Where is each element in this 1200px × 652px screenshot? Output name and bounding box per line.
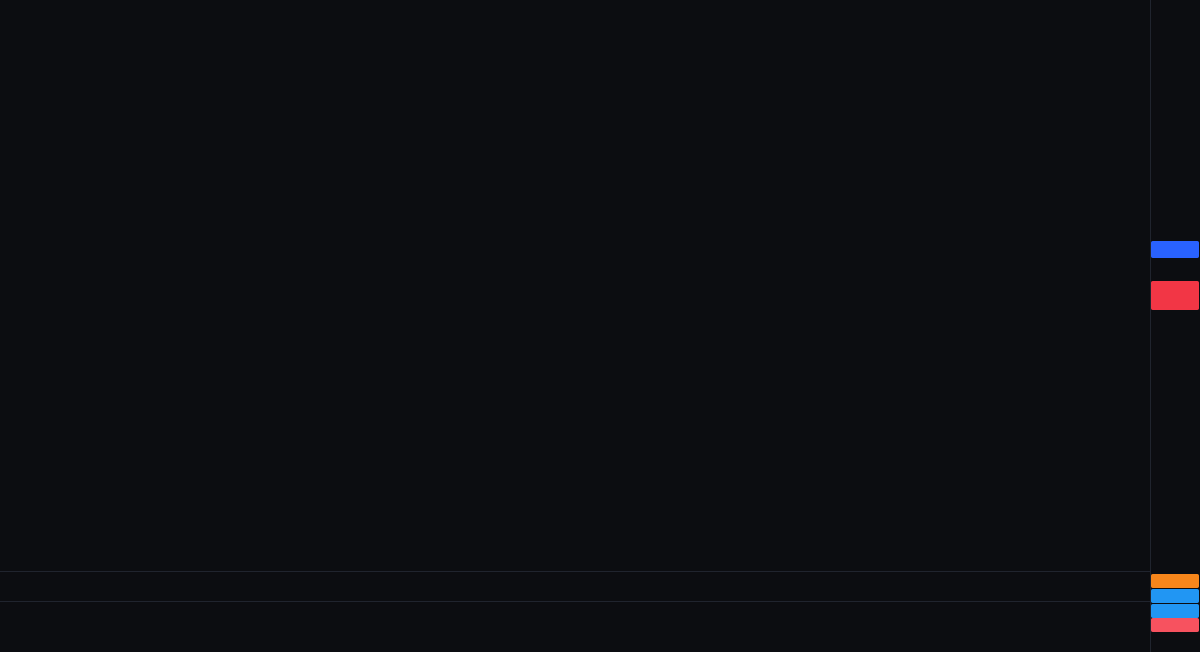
ma-value-badge (1151, 241, 1199, 258)
macd-value-badge (1151, 604, 1199, 618)
stoch-d-badge (1151, 574, 1199, 588)
price-axis[interactable] (1150, 0, 1200, 652)
last-price-badge (1151, 281, 1199, 310)
price-axis-background (1150, 0, 1200, 652)
hist-value-badge (1151, 618, 1199, 632)
stoch-k-badge (1151, 589, 1199, 603)
